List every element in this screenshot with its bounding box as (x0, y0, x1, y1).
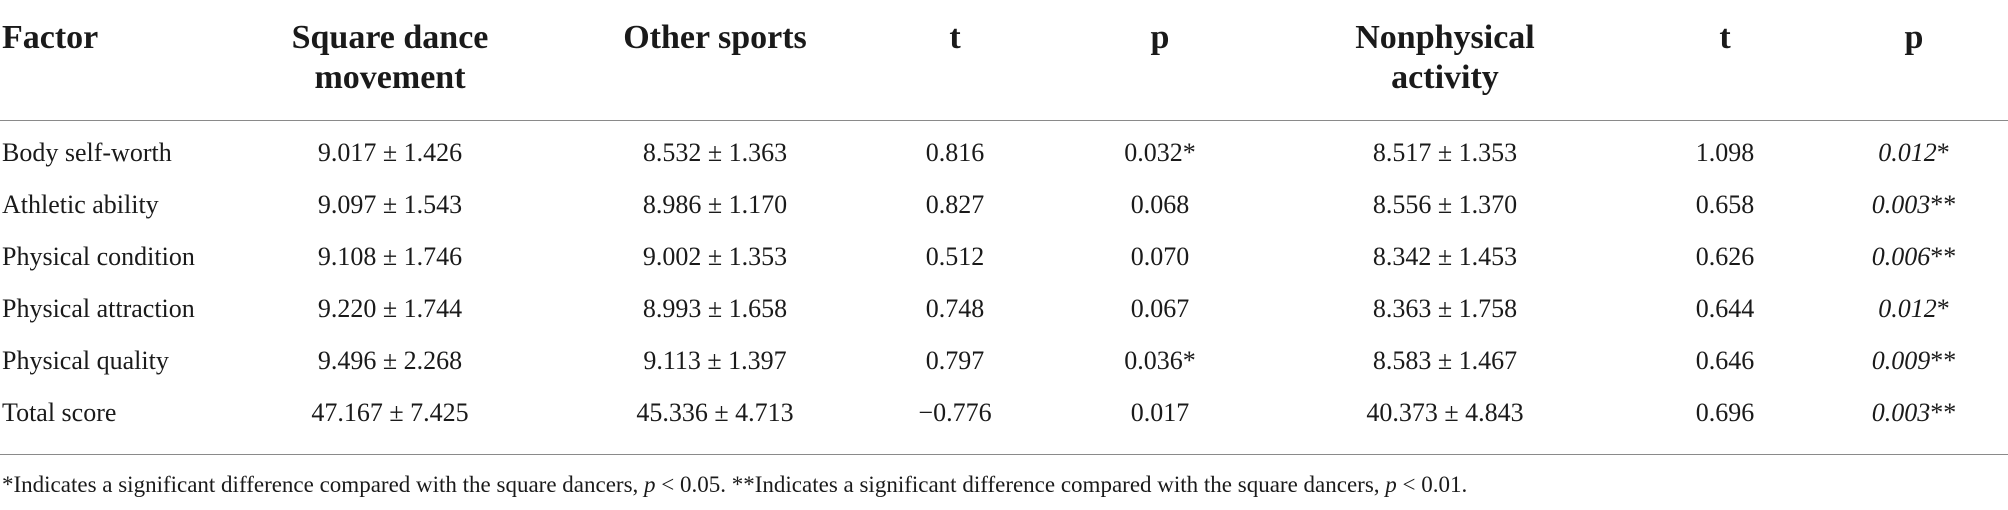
cell-nonphysical: 8.583 ± 1.467 (1372, 346, 1518, 375)
column-header-p-1: p (1060, 0, 1260, 121)
cell-t-2: 0.646 (1695, 346, 1755, 375)
cell-other-sports: 45.336 ± 4.713 (636, 398, 794, 427)
cell-p-1: 0.070 (1130, 242, 1190, 271)
cell-square-dance: 9.017 ± 1.426 (317, 138, 463, 167)
cell-p-2-significance: ** (1930, 346, 1957, 375)
cell-t-1: 0.512 (925, 242, 985, 271)
header-row: Factor Square dance movement Other sports t p… (0, 0, 2008, 121)
cell-other-sports: 8.993 ± 1.658 (642, 294, 788, 323)
cell-p-2-significance: * (1936, 138, 1950, 167)
cell-t-2: 1.098 (1695, 138, 1755, 167)
cell-p-2-value: 0.003 (1871, 190, 1931, 219)
cell-t-2: 0.626 (1695, 242, 1755, 271)
cell-p-1: 0.068 (1130, 190, 1190, 219)
cell-t-2: 0.658 (1695, 190, 1755, 219)
table-footnote: *Indicates a significant difference comp… (2, 470, 1467, 500)
column-header-factor: Factor (0, 0, 200, 121)
column-header-line2: activity (1391, 59, 1499, 96)
cell-t-2: 0.644 (1695, 294, 1755, 323)
cell-p-2-significance: ** (1930, 398, 1957, 427)
table-row: Physical quality 9.496 ± 2.268 9.113 ± 1.3… (0, 335, 2008, 387)
cell-p-2: 0.009** (1820, 335, 2008, 387)
table-row: Total score 47.167 ± 7.425 45.336 ± 4.713 −… (0, 387, 2008, 445)
footer-divider (0, 454, 2008, 455)
cell-nonphysical: 40.373 ± 4.843 (1366, 398, 1524, 427)
table-row: Body self-worth 9.017 ± 1.426 8.532 ± 1.36… (0, 121, 2008, 180)
cell-p-2: 0.003** (1820, 179, 2008, 231)
footnote-text-3: < 0.01. (1396, 472, 1468, 497)
footnote-p-symbol-1: p (644, 472, 656, 497)
cell-p-1: 0.067 (1130, 294, 1190, 323)
cell-square-dance: 9.097 ± 1.543 (317, 190, 463, 219)
cell-square-dance: 9.108 ± 1.746 (317, 242, 463, 271)
table-row: Physical condition 9.108 ± 1.746 9.002 ± 1… (0, 231, 2008, 283)
footnote-text-1: *Indicates a significant difference comp… (2, 472, 645, 497)
cell-p-2-significance: ** (1930, 190, 1957, 219)
cell-factor: Physical attraction (2, 294, 195, 323)
cell-nonphysical: 8.556 ± 1.370 (1372, 190, 1518, 219)
comparison-table: Factor Square dance movement Other sports t p… (0, 0, 2008, 446)
cell-nonphysical: 8.363 ± 1.758 (1372, 294, 1518, 323)
cell-p-2-value: 0.006 (1871, 242, 1931, 271)
cell-factor: Physical quality (2, 346, 169, 375)
footnote-p-symbol-2: p (1385, 472, 1397, 497)
cell-p-2-significance: ** (1930, 242, 1957, 271)
cell-p-2-significance: * (1936, 294, 1950, 323)
cell-t-1: −0.776 (918, 398, 992, 427)
cell-square-dance: 47.167 ± 7.425 (311, 398, 469, 427)
cell-other-sports: 9.002 ± 1.353 (642, 242, 788, 271)
column-header-nonphysical: Nonphysical activity (1260, 0, 1630, 121)
column-header-t-2: t (1630, 0, 1820, 121)
cell-factor: Athletic ability (2, 190, 159, 219)
column-header-line1: Factor (2, 19, 99, 56)
column-header-line2: movement (314, 59, 466, 96)
column-header-square-dance: Square dance movement (200, 0, 580, 121)
column-header-line1: p (1150, 19, 1170, 56)
cell-p-2: 0.003** (1820, 387, 2008, 445)
cell-other-sports: 8.986 ± 1.170 (642, 190, 788, 219)
cell-p-2-value: 0.003 (1871, 398, 1931, 427)
column-header-line1: t (949, 19, 961, 56)
cell-p-2-value: 0.012 (1878, 138, 1937, 167)
cell-factor: Body self-worth (2, 138, 172, 167)
cell-p-1: 0.032* (1124, 138, 1196, 167)
column-header-p-2: p (1820, 0, 2008, 121)
column-header-line1: p (1904, 19, 1924, 56)
column-header-other-sports: Other sports (580, 0, 850, 121)
column-header-line1: t (1719, 19, 1731, 56)
cell-square-dance: 9.496 ± 2.268 (317, 346, 463, 375)
cell-nonphysical: 8.517 ± 1.353 (1372, 138, 1518, 167)
column-header-line1: Nonphysical (1355, 19, 1535, 56)
cell-t-1: 0.827 (925, 190, 985, 219)
cell-p-2: 0.006** (1820, 231, 2008, 283)
table-body: Body self-worth 9.017 ± 1.426 8.532 ± 1.36… (0, 121, 2008, 446)
footnote-text-2: < 0.05. **Indicates a significant differ… (655, 472, 1386, 497)
column-header-line1: Square dance (291, 19, 489, 56)
cell-nonphysical: 8.342 ± 1.453 (1372, 242, 1518, 271)
cell-other-sports: 8.532 ± 1.363 (642, 138, 788, 167)
cell-square-dance: 9.220 ± 1.744 (317, 294, 463, 323)
cell-t-1: 0.816 (925, 138, 985, 167)
cell-t-1: 0.797 (925, 346, 985, 375)
cell-p-2: 0.012* (1820, 121, 2008, 180)
table-row: Physical attraction 9.220 ± 1.744 8.993 ± … (0, 283, 2008, 335)
cell-p-2-value: 0.009 (1871, 346, 1931, 375)
results-table-container: Factor Square dance movement Other sports t p… (0, 0, 2008, 446)
cell-t-2: 0.696 (1695, 398, 1755, 427)
cell-t-1: 0.748 (925, 294, 985, 323)
cell-other-sports: 9.113 ± 1.397 (643, 346, 787, 375)
column-header-line1: Other sports (623, 19, 807, 56)
column-header-t-1: t (850, 0, 1060, 121)
cell-p-2-value: 0.012 (1878, 294, 1937, 323)
cell-factor: Physical condition (2, 242, 195, 271)
cell-p-1: 0.017 (1130, 398, 1190, 427)
cell-factor: Total score (2, 398, 117, 427)
cell-p-1: 0.036* (1124, 346, 1196, 375)
cell-p-2: 0.012* (1820, 283, 2008, 335)
table-row: Athletic ability 9.097 ± 1.543 8.986 ± 1.1… (0, 179, 2008, 231)
